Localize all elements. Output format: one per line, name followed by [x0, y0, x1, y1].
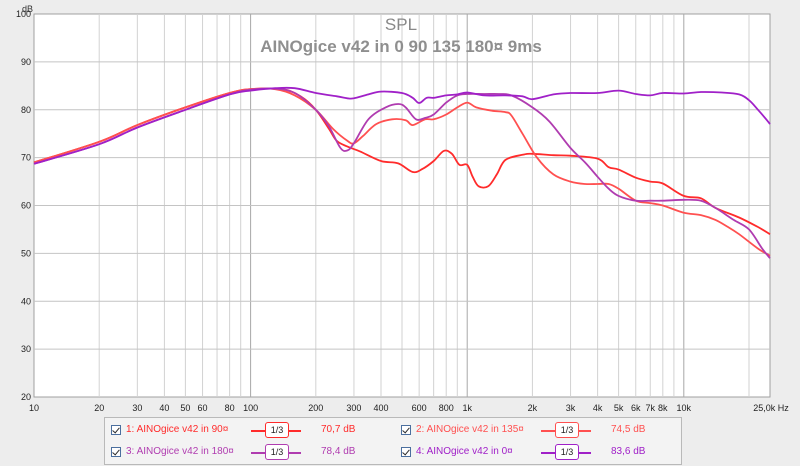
smoothing-control[interactable]: 1/3: [541, 421, 591, 439]
legend-item-3[interactable]: 3: AINOgice v42 in 180¤ 1/3 78,4 dB: [111, 443, 401, 461]
series-line-2: [33, 87, 771, 257]
x-tick-label: 10k: [677, 403, 692, 413]
chart-title: SPL: [385, 15, 417, 34]
legend-item-2[interactable]: 2: AINOgice v42 in 135¤ 1/3 74,5 dB: [401, 421, 681, 439]
x-tick-label: 80: [225, 403, 235, 413]
x-tick-label: 6k: [631, 403, 641, 413]
x-tick-labels: 10 20 30 40 50 60 80 100 200 300 400 600 800 1k 2k 3k 4k…: [29, 403, 789, 413]
x-tick-label: 800: [439, 403, 454, 413]
x-tick-label: 4k: [593, 403, 603, 413]
checkbox-series-3[interactable]: [111, 447, 121, 457]
series-line-3: [33, 87, 771, 259]
x-tick-label: 100: [243, 403, 258, 413]
y-tick-label: 80: [21, 105, 31, 115]
checkbox-series-2[interactable]: [401, 425, 411, 435]
legend: 1: AINOgice v42 in 90¤ 1/3 70,7 dB 2: AI…: [104, 417, 682, 465]
legend-value: 83,6 dB: [611, 446, 646, 457]
legend-name: 3: AINOgice v42 in 180¤: [126, 446, 234, 457]
x-tick-label: 10: [29, 403, 39, 413]
x-tick-label: 40: [159, 403, 169, 413]
y-tick-label: 20: [21, 392, 31, 402]
x-tick-label: 60: [198, 403, 208, 413]
smoothing-label: 1/3: [555, 444, 579, 460]
y-tick-label: 50: [21, 248, 31, 258]
smoothing-label: 1/3: [555, 422, 579, 438]
series-layer: [33, 86, 771, 259]
x-tick-label: 3k: [566, 403, 576, 413]
legend-value: 74,5 dB: [611, 424, 646, 435]
x-tick-label: 7k: [645, 403, 655, 413]
smoothing-label: 1/3: [265, 422, 289, 438]
x-tick-label: 8k: [658, 403, 668, 413]
smoothing-label: 1/3: [265, 444, 289, 460]
x-tick-label: 5k: [614, 403, 624, 413]
x-tick-label: 600: [412, 403, 427, 413]
x-tick-label: 50: [180, 403, 190, 413]
smoothing-control[interactable]: 1/3: [251, 443, 301, 461]
x-tick-label: 2k: [528, 403, 538, 413]
legend-item-4[interactable]: 4: AINOgice v42 in 0¤ 1/3 83,6 dB: [401, 443, 681, 461]
x-tick-label: 1k: [462, 403, 472, 413]
y-tick-label: 30: [21, 344, 31, 354]
legend-value: 78,4 dB: [321, 446, 356, 457]
x-tick-label: 200: [308, 403, 323, 413]
legend-value: 70,7 dB: [321, 424, 356, 435]
legend-name: 2: AINOgice v42 in 135¤: [416, 424, 524, 435]
checkbox-series-4[interactable]: [401, 447, 411, 457]
x-tick-label: 20: [94, 403, 104, 413]
y-gridlines: [34, 61, 770, 350]
y-tick-label: 70: [21, 153, 31, 163]
x-tick-label: 25,0k Hz: [753, 403, 789, 413]
y-tick-label: 60: [21, 201, 31, 211]
smoothing-control[interactable]: 1/3: [251, 421, 301, 439]
x-tick-label: 300: [346, 403, 361, 413]
checkbox-series-1[interactable]: [111, 425, 121, 435]
series-line-4: [33, 86, 771, 165]
smoothing-control[interactable]: 1/3: [541, 443, 591, 461]
y-tick-labels: 20 30 40 50 60 70 80 90 100: [16, 9, 31, 402]
legend-name: 4: AINOgice v42 in 0¤: [416, 446, 513, 457]
legend-name: 1: AINOgice v42 in 90¤: [126, 424, 229, 435]
chart-subtitle: AINOgice v42 in 0 90 135 180¤ 9ms: [260, 37, 542, 56]
legend-item-1[interactable]: 1: AINOgice v42 in 90¤ 1/3 70,7 dB: [111, 421, 401, 439]
x-tick-label: 400: [373, 403, 388, 413]
y-tick-label: 40: [21, 296, 31, 306]
y-tick-label: 100: [16, 9, 31, 19]
y-axis-label: dB: [22, 4, 33, 14]
x-tick-label: 30: [132, 403, 142, 413]
y-tick-label: 90: [21, 57, 31, 67]
